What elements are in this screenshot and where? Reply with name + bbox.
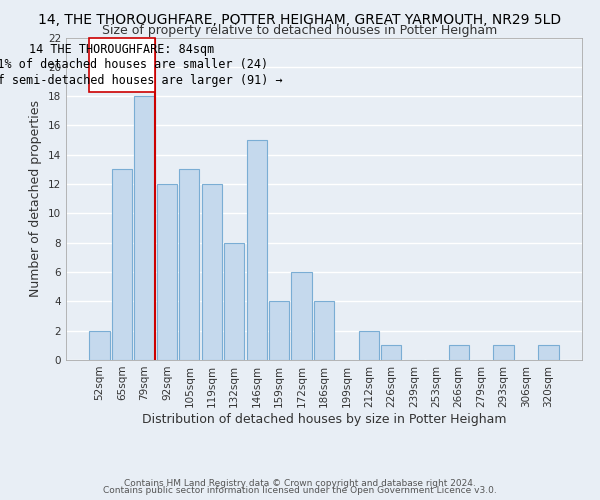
Bar [314,302,334,360]
Bar [179,170,199,360]
X-axis label: Distribution of detached houses by size in Potter Heigham: Distribution of detached houses by size … [142,412,506,426]
Bar [247,140,267,360]
Bar [134,96,155,360]
Bar [157,184,177,360]
Text: Size of property relative to detached houses in Potter Heigham: Size of property relative to detached ho… [103,24,497,37]
Bar [493,346,514,360]
FancyBboxPatch shape [89,38,155,92]
Bar [269,302,289,360]
Text: Contains HM Land Registry data © Crown copyright and database right 2024.: Contains HM Land Registry data © Crown c… [124,478,476,488]
Bar [112,170,132,360]
Bar [359,330,379,360]
Bar [381,346,401,360]
Text: Contains public sector information licensed under the Open Government Licence v3: Contains public sector information licen… [103,486,497,495]
Text: 14 THE THOROUGHFARE: 84sqm: 14 THE THOROUGHFARE: 84sqm [29,42,215,56]
Bar [89,330,110,360]
Bar [292,272,311,360]
Text: ← 21% of detached houses are smaller (24): ← 21% of detached houses are smaller (24… [0,58,268,71]
Bar [202,184,222,360]
Text: 14, THE THOROUGHFARE, POTTER HEIGHAM, GREAT YARMOUTH, NR29 5LD: 14, THE THOROUGHFARE, POTTER HEIGHAM, GR… [38,12,562,26]
Bar [449,346,469,360]
Bar [224,242,244,360]
Text: 78% of semi-detached houses are larger (91) →: 78% of semi-detached houses are larger (… [0,74,283,86]
Y-axis label: Number of detached properties: Number of detached properties [29,100,43,297]
Bar [538,346,559,360]
